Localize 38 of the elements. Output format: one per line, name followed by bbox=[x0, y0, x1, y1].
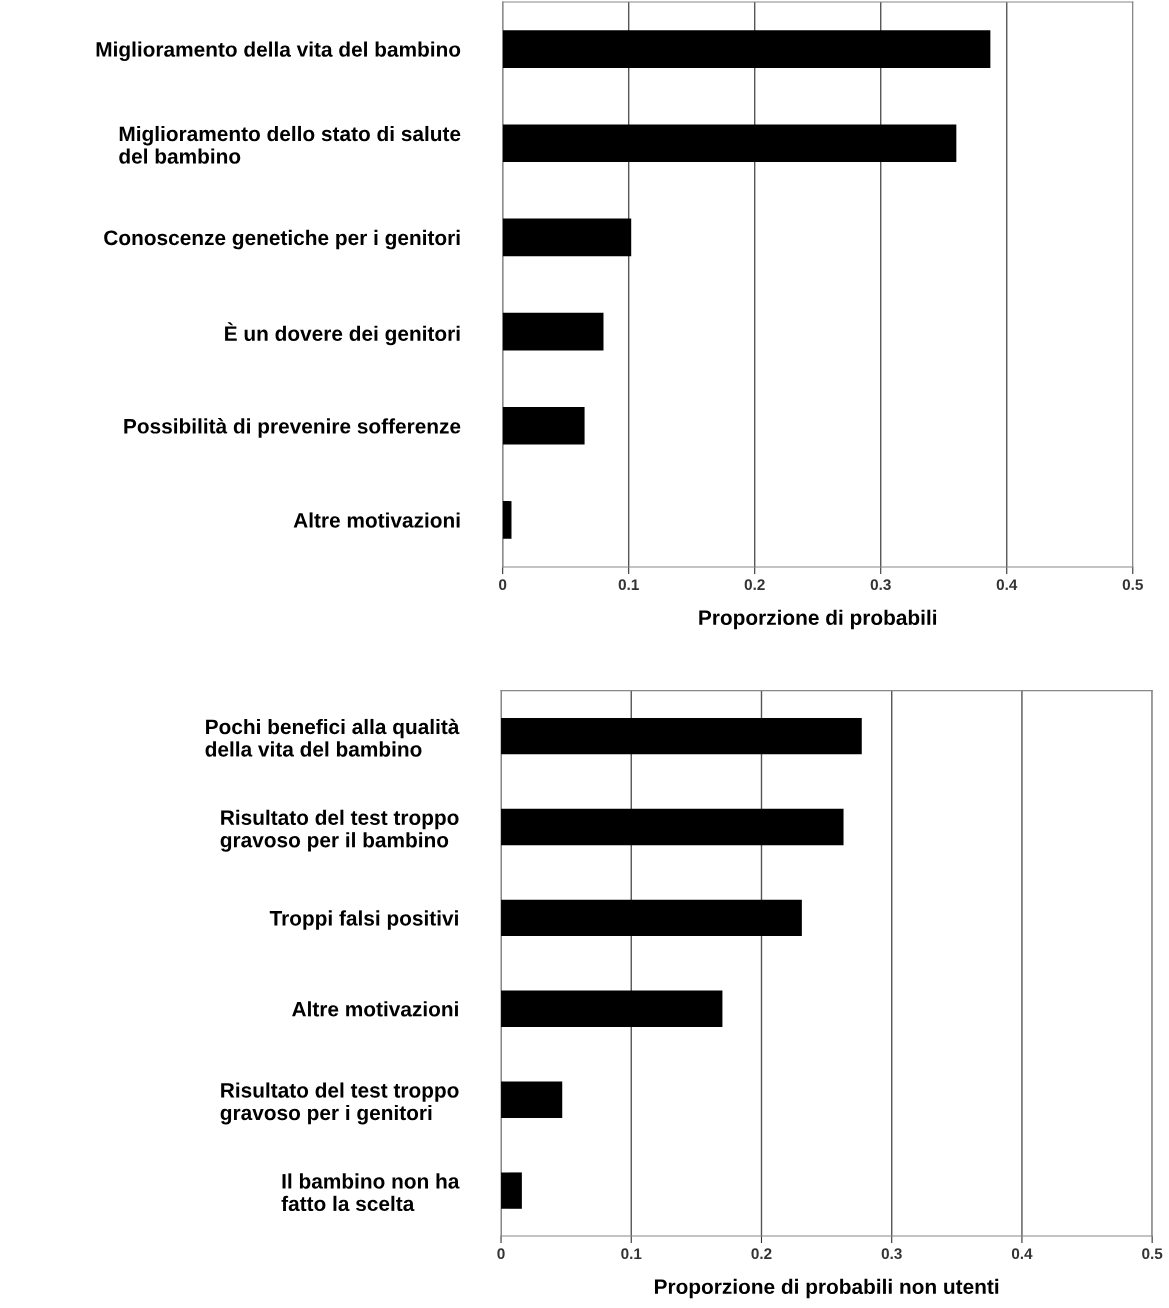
y-tick-label: Il bambino non ha fatto la scelta bbox=[281, 1173, 460, 1212]
bar bbox=[502, 312, 604, 351]
bar bbox=[501, 808, 844, 846]
bar bbox=[502, 501, 512, 539]
x-tick-label: 0.1 bbox=[618, 579, 639, 591]
bar bbox=[501, 1081, 563, 1118]
x-tick-label: 0.2 bbox=[751, 1248, 772, 1260]
bar bbox=[502, 30, 991, 68]
y-tick-label: Possibilità di prevenire sofferenze bbox=[124, 418, 461, 438]
y-tick-label: Risultato del test troppo gravoso per il bambino bbox=[220, 809, 459, 852]
bar bbox=[501, 1172, 522, 1209]
y-tick-label: Pochi benefici alla qualità della vita del bambino bbox=[205, 718, 460, 757]
x-tick-label: 0.3 bbox=[870, 579, 891, 591]
y-tick-label: Altre motivazioni bbox=[292, 1001, 458, 1017]
x-tick-label: 0 bbox=[497, 1248, 505, 1260]
x-tick-label: 0.5 bbox=[1142, 1248, 1163, 1260]
y-tick-label: Troppi falsi positivi bbox=[269, 910, 458, 930]
bar bbox=[502, 218, 632, 257]
x-axis-title: Proporzione di probabili bbox=[699, 609, 937, 630]
y-tick-label: Miglioramento della vita del bambino bbox=[96, 41, 461, 62]
y-tick-label: Risultato del test troppo gravoso per i genitori bbox=[220, 1082, 459, 1125]
x-tick-label: 0.2 bbox=[744, 579, 765, 591]
x-tick-label: 0.4 bbox=[996, 579, 1018, 591]
x-axis-title: Proporzione di probabili non utenti bbox=[654, 1278, 999, 1299]
y-tick-label: Miglioramento dello stato di salute del bambino bbox=[119, 125, 461, 164]
bar bbox=[501, 990, 723, 1027]
x-tick-label: 0.1 bbox=[621, 1248, 642, 1260]
y-tick-label: Altre motivazioni bbox=[293, 512, 460, 528]
x-tick-label: 0 bbox=[499, 579, 507, 591]
x-tick-label: 0.5 bbox=[1122, 579, 1143, 591]
y-tick-label: Conoscenze genetiche per i genitori bbox=[104, 229, 460, 250]
bar bbox=[501, 717, 862, 755]
bar bbox=[502, 406, 585, 445]
bar bbox=[501, 899, 802, 937]
y-tick-label: È un dovere dei genitori bbox=[225, 322, 460, 346]
x-tick-label: 0.3 bbox=[881, 1248, 902, 1260]
bar bbox=[502, 124, 957, 163]
x-tick-label: 0.4 bbox=[1011, 1248, 1033, 1260]
